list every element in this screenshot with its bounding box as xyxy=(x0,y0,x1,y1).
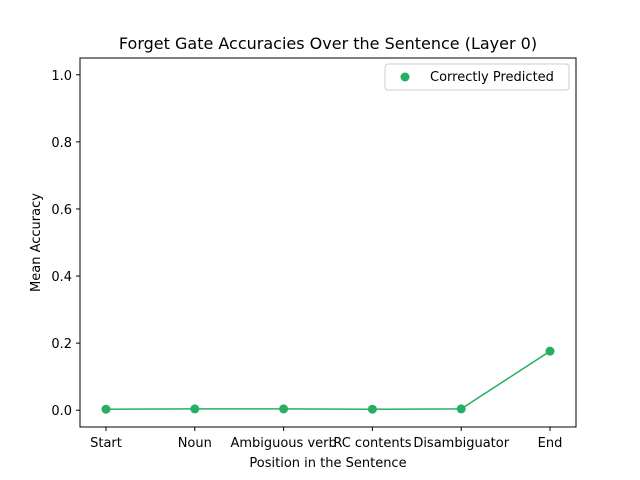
x-axis-label: Position in the Sentence xyxy=(249,456,406,471)
y-axis: 0.0 0.2 0.4 0.6 0.8 1.0 xyxy=(51,69,80,419)
legend: Correctly Predicted xyxy=(384,63,570,91)
y-tick-label: 0.4 xyxy=(51,270,72,285)
legend-label: Correctly Predicted xyxy=(430,70,554,85)
plot-area xyxy=(79,57,577,428)
y-tick-label: 1.0 xyxy=(51,69,72,84)
data-point xyxy=(190,404,200,414)
data-point xyxy=(367,404,377,414)
y-tick-label: 0.0 xyxy=(51,404,72,419)
legend-frame xyxy=(384,63,570,91)
series-layer xyxy=(101,346,555,414)
data-point xyxy=(456,404,466,414)
y-tick-label: 0.8 xyxy=(51,136,72,151)
x-tick-label: Noun xyxy=(178,436,212,451)
legend-marker xyxy=(400,72,410,82)
data-point xyxy=(101,404,111,414)
data-point xyxy=(279,404,289,414)
x-tick-label: Ambiguous verb xyxy=(230,436,336,451)
y-tick-label: 0.6 xyxy=(51,203,72,218)
x-tick-label: Disambiguator xyxy=(413,436,509,451)
x-tick-label: Start xyxy=(90,436,122,451)
data-point xyxy=(545,346,555,356)
x-tick-label: RC contents xyxy=(333,436,411,451)
x-tick-label: End xyxy=(538,436,563,451)
y-axis-label: Mean Accuracy xyxy=(29,193,44,292)
chart-title: Forget Gate Accuracies Over the Sentence… xyxy=(119,34,537,53)
y-tick-label: 0.2 xyxy=(51,337,72,352)
series-line xyxy=(105,350,551,410)
